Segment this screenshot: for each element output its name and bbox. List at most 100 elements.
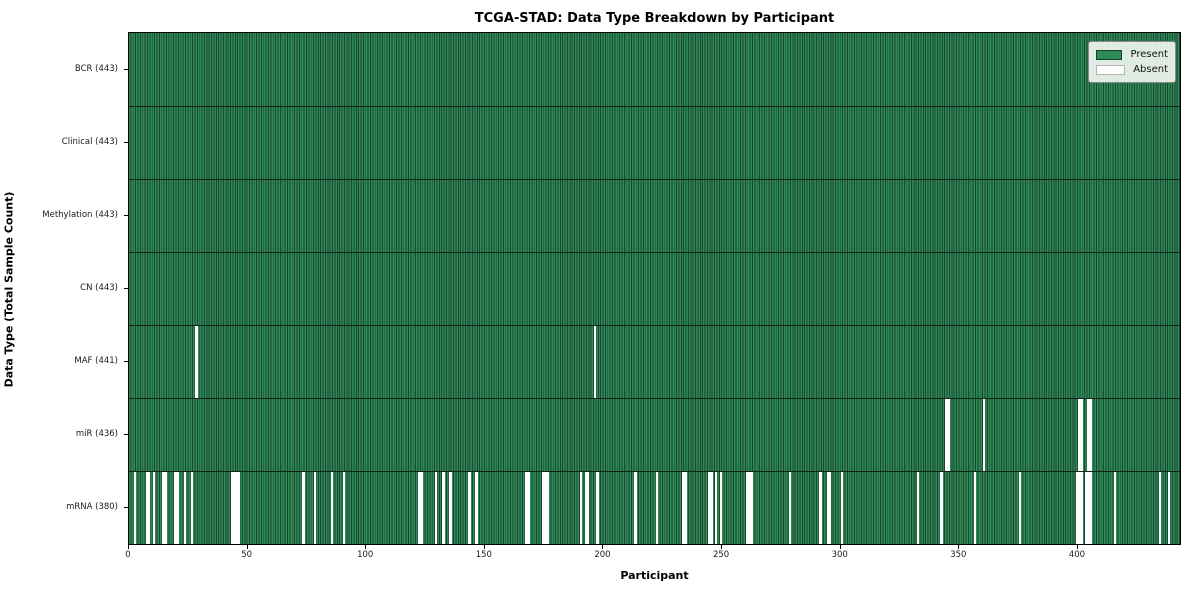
- x-tick-label: 50: [241, 550, 253, 560]
- present-swatch-icon: [1096, 49, 1123, 60]
- absent-cell: [183, 471, 186, 544]
- absent-cell: [684, 471, 687, 544]
- x-tick-label: 300: [831, 550, 848, 560]
- absent-cell: [1168, 471, 1171, 544]
- absent-swatch-icon: [1096, 64, 1126, 75]
- heatmap-row-miR: [129, 398, 1180, 471]
- y-tick-mark: [124, 214, 128, 216]
- absent-cell: [133, 471, 137, 544]
- absent-cell: [418, 471, 421, 544]
- absent-cell: [190, 471, 194, 544]
- absent-cell: [940, 471, 943, 544]
- x-tick-mark: [128, 545, 129, 549]
- absent-cell: [147, 471, 151, 544]
- absent-cell: [584, 471, 587, 544]
- absent-cell: [162, 471, 165, 544]
- row-separator: [129, 106, 1180, 107]
- absent-cell: [681, 471, 685, 544]
- legend-present-label: Present: [1130, 49, 1168, 60]
- absent-cell: [719, 471, 723, 544]
- absent-cell: [819, 471, 822, 544]
- absent-cell: [596, 471, 599, 544]
- y-tick-label-CN: CN (443): [80, 282, 118, 293]
- absent-cell: [983, 398, 986, 471]
- absent-cell: [945, 398, 948, 471]
- absent-cell: [748, 471, 751, 544]
- absent-cell: [1077, 471, 1081, 544]
- y-tick-mark: [124, 287, 128, 289]
- absent-cell: [1158, 471, 1161, 544]
- absent-cell: [1087, 398, 1090, 471]
- absent-cell: [235, 471, 239, 544]
- legend-absent-label: Absent: [1133, 64, 1168, 75]
- absent-cell: [164, 471, 167, 544]
- x-tick-mark: [246, 545, 248, 549]
- x-tick-mark: [839, 545, 841, 549]
- x-tick-label: 400: [1068, 550, 1086, 560]
- x-axis-label: Participant: [620, 569, 689, 582]
- absent-cell: [828, 471, 832, 544]
- heatmap-row-mRNA: [129, 471, 1180, 544]
- y-tick-mark: [124, 141, 128, 143]
- absent-cell: [342, 471, 345, 544]
- absent-cell: [468, 471, 471, 544]
- x-tick-label: 350: [950, 550, 967, 560]
- absent-cell: [449, 471, 452, 544]
- absent-cell: [302, 471, 305, 544]
- absent-cell: [527, 471, 530, 544]
- absent-cell: [1087, 471, 1090, 544]
- absent-cell: [145, 471, 148, 544]
- absent-cell: [1077, 398, 1081, 471]
- heatmap-row-MAF: [129, 325, 1180, 398]
- absent-cell: [546, 471, 549, 544]
- y-tick-label-miR: miR (436): [75, 428, 118, 439]
- legend-entry-present: Present: [1096, 47, 1168, 62]
- x-tick-mark: [365, 545, 367, 549]
- absent-cell: [707, 471, 711, 544]
- x-tick-mark: [958, 545, 960, 549]
- absent-cell: [947, 398, 950, 471]
- absent-cell: [238, 471, 241, 544]
- x-tick-label: 150: [475, 550, 492, 560]
- absent-cell: [788, 471, 791, 544]
- absent-cell: [1075, 471, 1078, 544]
- chart-title: TCGA-STAD: Data Type Breakdown by Partic…: [474, 11, 835, 26]
- y-tick-label-Clinical: Clinical (443): [61, 136, 118, 147]
- absent-cell: [594, 325, 597, 398]
- absent-cell: [231, 471, 234, 544]
- absent-cell: [442, 471, 445, 544]
- x-tick-label: 0: [125, 550, 131, 560]
- x-tick-mark: [1076, 545, 1078, 549]
- absent-cell: [634, 471, 637, 544]
- absent-cell: [420, 471, 424, 544]
- absent-cell: [544, 471, 547, 544]
- absent-cell: [586, 471, 590, 544]
- row-separator: [129, 325, 1180, 326]
- y-tick-label-MAF: MAF (441): [74, 355, 118, 366]
- absent-cell: [330, 471, 334, 544]
- absent-cell: [750, 471, 753, 544]
- row-separator: [129, 252, 1180, 253]
- absent-cell: [1085, 471, 1088, 544]
- absent-cell: [840, 471, 844, 544]
- absent-cell: [1080, 398, 1083, 471]
- heatmap-row-BCR: [129, 33, 1180, 106]
- heatmap-row-CN: [129, 252, 1180, 325]
- x-tick-label: 200: [594, 550, 611, 560]
- plot-area: Present Absent: [128, 32, 1181, 545]
- absent-cell: [1018, 471, 1022, 544]
- absent-cell: [826, 471, 829, 544]
- x-tick-mark: [483, 545, 485, 549]
- absent-cell: [655, 471, 659, 544]
- absent-cell: [710, 471, 713, 544]
- heatmap-row-Clinical: [129, 106, 1180, 179]
- y-tick-mark: [124, 433, 128, 435]
- x-tick-mark: [721, 545, 723, 549]
- row-separator: [129, 179, 1180, 180]
- heatmap-rows: [129, 33, 1180, 544]
- absent-cell: [475, 471, 478, 544]
- y-tick-mark: [124, 68, 128, 70]
- absent-cell: [745, 471, 749, 544]
- x-tick-label: 100: [357, 550, 374, 560]
- absent-cell: [314, 471, 317, 544]
